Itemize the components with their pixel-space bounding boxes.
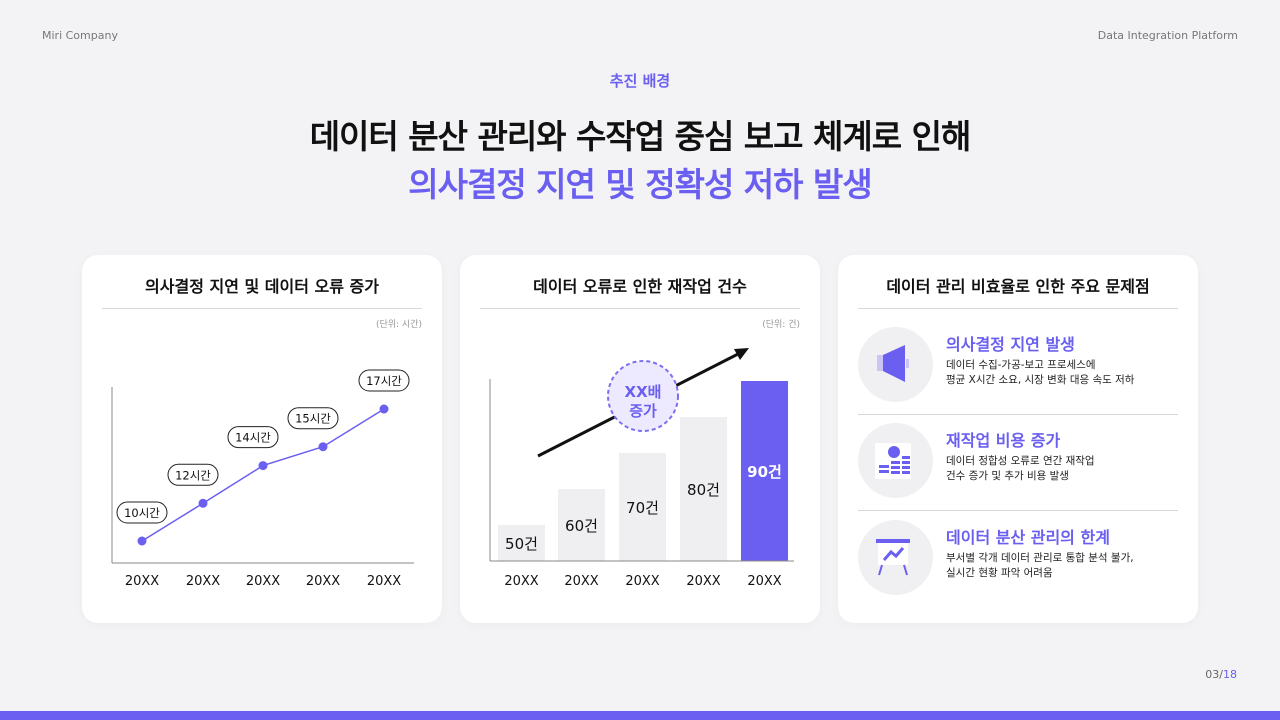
page-total: 18 [1223,668,1237,681]
data-point [137,536,147,546]
data-label: 17시간 [366,374,402,388]
card-title: 데이터 관리 비효율로 인한 주요 문제점 [886,277,1150,296]
presentation-board-icon [858,520,933,595]
data-point [318,442,328,452]
megaphone-icon [858,327,933,402]
item-desc: 부서별 각개 데이터 관리로 통합 분석 불가, 실시간 현황 파악 어려움 [946,551,1134,581]
x-tick-label: 20XX [564,574,598,589]
divider [480,308,800,309]
bar [619,453,666,561]
desc-line: 건수 증가 및 추가 비용 발생 [946,470,1069,482]
data-label-pill [358,369,410,392]
growth-badge [607,360,679,432]
data-label-pill [227,426,279,449]
x-tick-label: 20XX [747,574,781,589]
bar-value-label: 70건 [626,499,659,517]
bar-chart-card: 데이터 오류로 인한 재작업 건수 (단위: 건) 50건 20XX 60건 20XX… [460,255,820,623]
unit-label: (단위: 건) [762,320,800,330]
company-name: Miri Company [42,29,118,42]
data-point [258,461,268,471]
bar-value-label: 60건 [565,517,598,535]
problem-item: 데이터 분산 관리의 한계 부서별 각개 데이터 관리로 통합 분석 불가, 실시… [858,504,1178,600]
x-tick-label: 20XX [504,574,538,589]
trend-arrow-head [734,348,749,360]
desc-line: 부서별 각개 데이터 관리로 통합 분석 불가, [946,552,1134,564]
bar-value-label: 50건 [505,535,538,553]
bar [558,489,605,561]
growth-badge-text: XX배 [625,383,662,401]
page-title-line2: 의사결정 지연 및 정확성 저하 발생 [408,165,872,204]
data-label-pill [167,463,219,486]
section-kicker: 추진 배경 [609,72,671,90]
unit-label: (단위: 시간) [375,320,422,330]
card-title: 데이터 오류로 인한 재작업 건수 [533,277,747,296]
x-tick-label: 20XX [246,574,280,589]
coins-chart-icon [858,423,933,498]
x-tick-label: 20XX [367,574,401,589]
desc-line: 데이터 수집-가공-보고 프로세스에 [946,359,1096,371]
card-title: 의사결정 지연 및 데이터 오류 증가 [145,277,379,296]
data-label-pill [287,407,339,430]
data-point [198,498,208,508]
x-tick-label: 20XX [686,574,720,589]
desc-line: 실시간 현황 파악 어려움 [946,567,1053,579]
item-title: 데이터 분산 관리의 한계 [946,528,1110,547]
x-tick-label: 20XX [186,574,220,589]
page-current: 03 [1205,668,1220,681]
data-label: 12시간 [175,468,211,482]
divider [858,510,1178,511]
item-title: 재작업 비용 증가 [946,431,1061,450]
bar [498,525,545,561]
bar [741,381,788,561]
desc-line: 평균 X시간 소요, 시장 변화 대응 속도 저하 [946,374,1135,386]
bottom-accent-bar [0,711,1280,720]
bar-value-label: 80건 [687,481,720,499]
x-tick-label: 20XX [625,574,659,589]
growth-badge-text: 증가 [629,402,657,420]
divider [858,414,1178,415]
data-label-pill [116,501,168,524]
page-title-line1: 데이터 분산 관리와 수작업 중심 보고 체계로 인해 [309,117,972,156]
x-tick-label: 20XX [125,574,159,589]
bar [680,417,727,561]
page-indicator: 03/18 [1205,668,1237,681]
data-point [379,404,389,414]
line-chart: 10시간 20XX 12시간 20XX 14시간 20XX 15시간 20XX 17시간 20XX [111,369,414,589]
line-chart-card: 의사결정 지연 및 데이터 오류 증가 (단위: 시간) 10시간 20XX 12시… [82,255,442,623]
item-title: 의사결정 지연 발생 [946,335,1075,354]
problems-card: 데이터 관리 비효율로 인한 주요 문제점 의사결정 지연 발생 데이터 수집-… [838,255,1198,623]
data-label: 14시간 [235,431,271,445]
bar-value-label: 90건 [747,463,782,481]
x-tick-label: 20XX [306,574,340,589]
data-label: 15시간 [295,412,331,426]
platform-name: Data Integration Platform [1097,29,1238,42]
divider [102,308,422,309]
desc-line: 데이터 정합성 오류로 연간 재작업 [946,455,1095,467]
divider [858,308,1178,309]
data-label: 10시간 [124,506,160,520]
